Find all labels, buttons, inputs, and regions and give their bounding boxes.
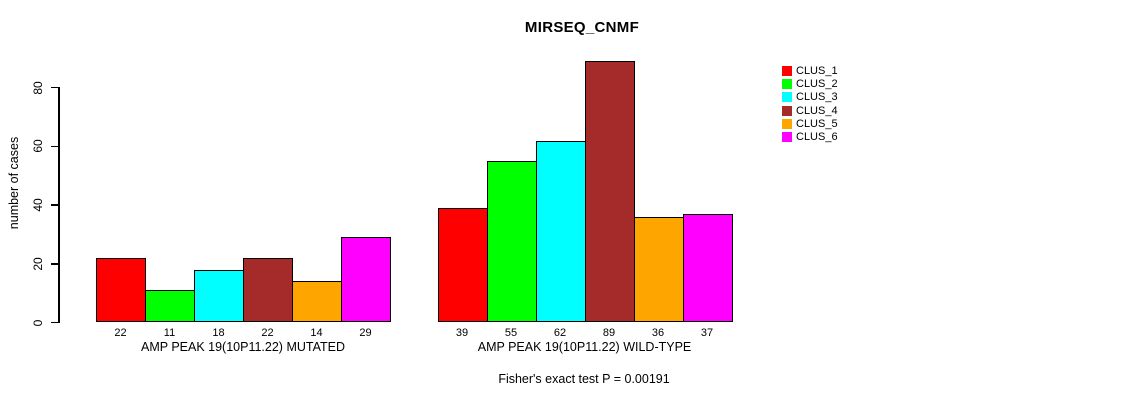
bar-value-label: 55 [504,327,518,339]
y-tick-mark [50,321,59,324]
bar [584,61,635,323]
bar [341,237,391,323]
x-group-label: AMP PEAK 19(10P11.22) MUTATED [140,340,346,354]
bar [243,257,293,323]
bar-value-label: 22 [261,327,274,339]
bar [194,269,244,323]
chart-title: MIRSEQ_CNMF [524,19,640,36]
bar [486,161,537,323]
legend-label: CLUS_4 [796,104,838,117]
bar-value-label: 29 [359,327,372,339]
y-tick-mark [50,204,59,206]
legend-label: CLUS_6 [796,131,838,143]
bar [682,213,733,323]
legend-swatch [782,92,792,103]
bar-value-label: 11 [163,327,176,339]
bar-value-label: 22 [114,327,127,339]
legend-label: CLUS_1 [796,65,838,77]
legend-swatch [782,66,792,76]
bar-value-label: 39 [455,327,469,339]
legend-label: CLUS_5 [796,117,838,130]
legend-swatch [782,118,792,129]
bar [535,140,586,323]
legend-swatch [782,132,792,142]
y-tick-label: 60 [31,139,45,154]
bar [96,257,146,323]
bar [437,208,488,323]
bar-value-label: 14 [310,327,323,339]
y-axis-line [58,87,60,323]
bar-value-label: 37 [700,327,714,339]
legend-label: CLUS_3 [796,91,838,104]
bar-value-label: 89 [602,327,616,339]
bar [145,290,195,323]
legend-label: CLUS_2 [796,78,838,91]
legend-swatch [782,105,792,116]
y-tick-mark [50,145,59,148]
legend-swatch [782,79,792,90]
bar [292,281,342,323]
y-tick-label: 40 [31,198,45,212]
y-tick-mark [50,86,59,89]
bar-value-label: 62 [553,327,567,339]
y-tick-mark [50,263,59,265]
bar [633,216,684,323]
y-axis-label: number of cases [7,136,21,230]
bar-value-label: 18 [212,327,225,339]
y-tick-label: 20 [31,257,45,271]
x-group-label: AMP PEAK 19(10P11.22) WILD-TYPE [477,340,692,354]
bar-value-label: 36 [651,327,665,339]
y-tick-label: 80 [31,81,45,95]
fisher-test-annotation: Fisher's exact test P = 0.00191 [498,372,670,386]
y-tick-label: 0 [31,319,45,326]
